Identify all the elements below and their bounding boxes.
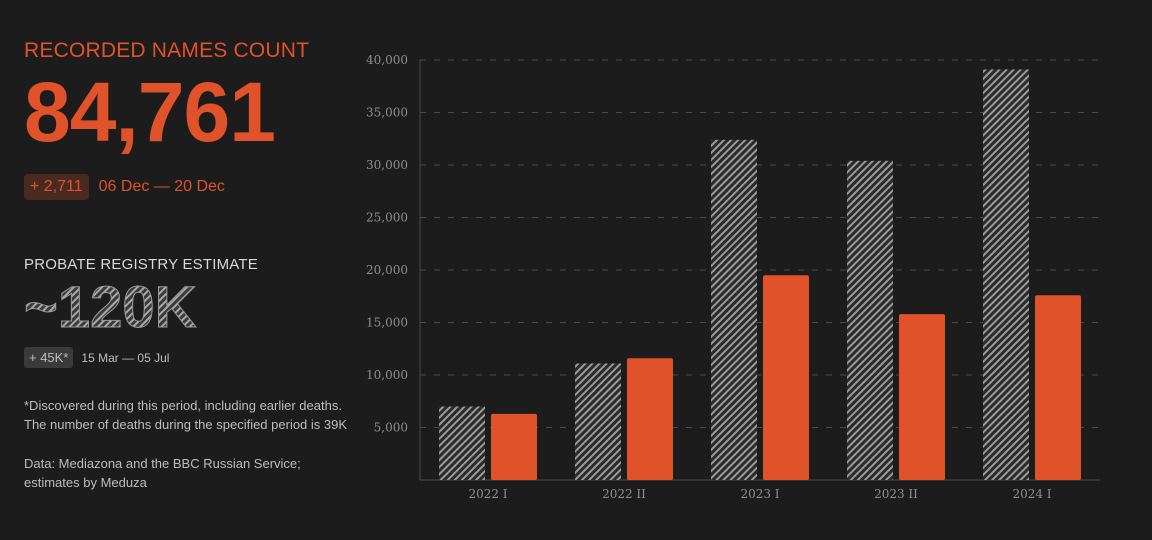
- data-source: Data: Mediazona and the BBC Russian Serv…: [24, 454, 364, 492]
- footnote-line-1: *Discovered during this period, includin…: [24, 398, 342, 413]
- bar-hatched: [847, 160, 893, 481]
- y-tick-label: 25,000: [366, 211, 408, 225]
- probate-delta-period: 15 Mar — 05 Jul: [81, 350, 170, 365]
- bar-solid: [627, 358, 673, 480]
- probate-estimate-graphic: ~120K: [24, 275, 198, 341]
- probate-delta-badge: + 45K*: [24, 347, 74, 368]
- bars: [439, 69, 1081, 481]
- bar-hatched: [983, 69, 1029, 480]
- probate-estimate-text: ~120K: [24, 279, 197, 337]
- y-tick-label: 5,000: [374, 421, 408, 435]
- probate-delta-row: + 45K* 15 Mar — 05 Jul: [24, 347, 364, 368]
- y-tick-label: 15,000: [366, 316, 408, 330]
- y-tick-label: 20,000: [366, 263, 408, 277]
- data-source-line-2: estimates by Meduza: [24, 475, 147, 490]
- x-tick-label: 2022 II: [602, 487, 646, 501]
- recorded-delta-row: + 2,711 06 Dec — 20 Dec: [24, 174, 364, 200]
- probate-title: PROBATE REGISTRY ESTIMATE: [24, 256, 258, 273]
- footnote: *Discovered during this period, includin…: [24, 396, 364, 434]
- y-tick-label: 40,000: [366, 53, 408, 67]
- bar-solid: [1035, 295, 1081, 480]
- x-tick-label: 2024 I: [1012, 487, 1051, 501]
- summary-panel: RECORDED NAMES COUNT 84,761 + 2,711 06 D…: [24, 38, 364, 492]
- bar-solid: [899, 314, 945, 480]
- x-tick-label: 2023 II: [874, 487, 918, 501]
- bar-hatched: [575, 363, 621, 480]
- bar-hatched: [711, 139, 757, 481]
- recorded-names-title: RECORDED NAMES COUNT: [24, 39, 310, 62]
- data-source-line-1: Data: Mediazona and the BBC Russian Serv…: [24, 456, 301, 471]
- footnote-line-2: The number of deaths during the specifie…: [24, 417, 348, 432]
- x-tick-label: 2023 I: [740, 487, 779, 501]
- y-tick-label: 30,000: [366, 158, 408, 172]
- y-tick-label: 10,000: [366, 368, 408, 382]
- bar-solid: [763, 275, 809, 480]
- recorded-delta-badge: + 2,711: [24, 174, 89, 200]
- recorded-delta-period: 06 Dec — 20 Dec: [98, 178, 225, 195]
- axis-ticks: 5,000 10,000 15,000 20,000 25,000 30,000 35,00…: [366, 53, 1052, 501]
- y-tick-label: 35,000: [366, 106, 408, 120]
- bar-solid: [491, 413, 537, 480]
- bar-hatched: [439, 406, 485, 480]
- x-tick-label: 2022 I: [468, 487, 507, 501]
- probate-estimate: ~120K: [24, 275, 364, 341]
- recorded-names-count: 84,761: [24, 65, 276, 159]
